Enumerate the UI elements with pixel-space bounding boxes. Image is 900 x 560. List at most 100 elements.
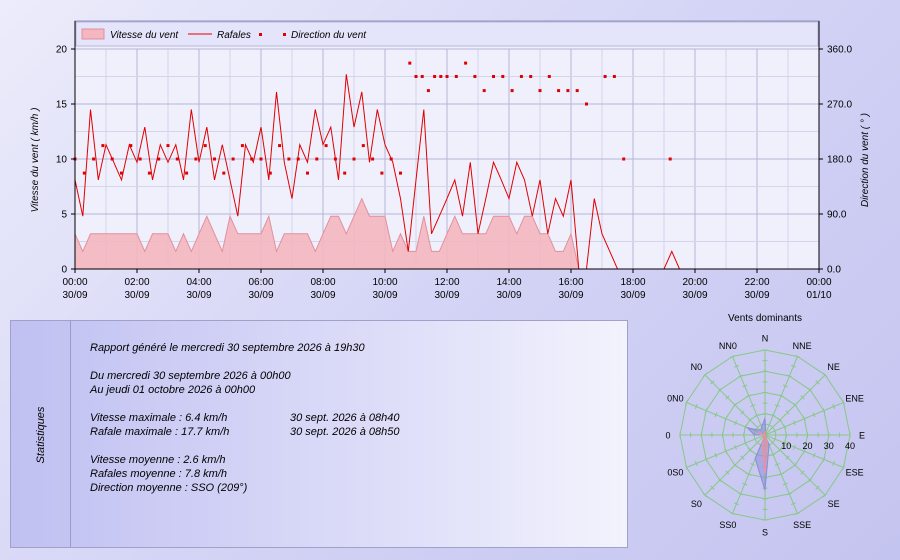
max-speed-time: 30 sept. 2026 à 08h40 [290,412,400,424]
legend-direction-label: Direction du vent [291,30,367,41]
speed-area [74,197,633,270]
rose-tick [822,456,826,462]
direction-marker [557,89,561,93]
direction-marker [194,157,198,161]
rose-tick [832,461,836,466]
wind-rose-labels: N NNE NE ENE E ESE SE SSE S SS0 S0 0S0 0 0N0 N0 NN0 10 20… [665,334,865,538]
x-tick-date: 30/09 [558,290,583,301]
rose-tick [685,465,688,470]
rose-direction-label: SSE [793,520,811,530]
direction-marker [482,89,486,93]
y-axis-label: Vitesse du vent ( km/h ) [30,108,41,213]
direction-marker [92,157,96,161]
y-tick-label: 5 [61,210,67,221]
rose-tick [774,404,780,407]
rose-tick [812,412,816,418]
rose-tick [782,384,788,388]
rose-tick [815,485,820,490]
rose-tick [740,455,745,460]
x-tick-date: 30/09 [496,290,521,301]
rose-tick [734,364,739,368]
rose-tick [746,472,752,476]
direction-marker [110,157,114,161]
rose-tick [724,448,728,454]
rose-tick [812,452,816,458]
max-gust-time: 30 sept. 2026 à 08h50 [290,426,400,438]
rose-tick [746,394,752,398]
direction-marker [439,75,443,78]
rose-tick [714,412,718,418]
rose-tick [747,417,753,423]
direction-marker [510,89,514,93]
x-tick-time: 16:00 [558,277,583,288]
x-tick-date: 30/09 [248,290,273,301]
direction-marker [612,75,616,78]
direction-marker [203,144,207,148]
direction-marker [101,144,105,148]
x-tick-time: 04:00 [186,277,211,288]
y-tick-label: 0 [61,265,67,276]
rose-tick [734,502,739,506]
rose-direction-label: S [762,528,768,538]
x-tick-date: 30/09 [434,290,459,301]
rose-series-speed [757,430,768,474]
direction-marker [82,171,86,175]
rose-tick [702,492,708,498]
rose-tick [704,456,708,462]
rose-tick [778,472,784,476]
direction-marker [352,157,356,161]
direction-marker [175,157,179,161]
direction-marker [222,171,226,175]
rose-tick [802,416,806,422]
rose-direction-label: N [762,334,769,344]
rose-tick [704,408,708,414]
direction-marker [315,157,319,161]
rose-tick [740,410,745,415]
rose-tick [793,444,796,450]
rose-tick [778,394,784,398]
direction-marker [250,157,254,161]
direction-marker [420,75,424,78]
period-to: Au jeudi 01 octobre 2026 à 00h00 [90,384,256,396]
rose-tick [815,380,820,385]
direction-marker [343,171,347,175]
rose-tick [750,463,756,466]
direction-marker [306,171,309,175]
rose-direction-label: SE [828,499,840,509]
direction-marker [389,157,393,161]
direction-marker [371,157,375,161]
rose-direction-label: NN0 [719,341,737,351]
direction-marker [120,171,123,175]
rose-tick [717,477,723,483]
wind-rose: Vents dominants N NNE NE ENE E ESE SE SSE S SS0 S0… [665,313,865,538]
direction-marker [473,75,477,78]
rose-tick [724,416,728,422]
y2-tick-label: 90.0 [827,210,847,221]
rose-tick [795,512,800,515]
avg-direction: Direction moyenne : SSO (209°) [90,482,248,494]
statistics-label: Statistiques [35,406,47,464]
rose-tick [694,461,698,466]
direction-marker [287,157,291,161]
rose-tick [777,447,783,453]
rose-radial-label: 30 [824,441,834,451]
direction-marker [454,75,458,78]
direction-marker [492,75,495,78]
direction-marker [157,157,161,161]
rose-tick [783,424,787,430]
rose-tick [714,452,718,458]
y-tick-label: 20 [56,45,68,56]
x-tick-time: 14:00 [496,277,521,288]
direction-marker [414,75,418,78]
rose-tick [822,492,828,498]
rose-tick [792,462,798,468]
x-tick-date: 01/10 [806,290,831,301]
rose-tick [734,420,737,426]
rose-tick [791,502,796,506]
x-tick-date: 30/09 [744,290,769,301]
gust-line-path [74,74,680,270]
rose-tick [807,477,813,483]
y2-tick-label: 360.0 [827,45,852,56]
legend: Vitesse du vent Rafales Direction du ven… [75,21,819,47]
rose-tick [717,387,723,393]
